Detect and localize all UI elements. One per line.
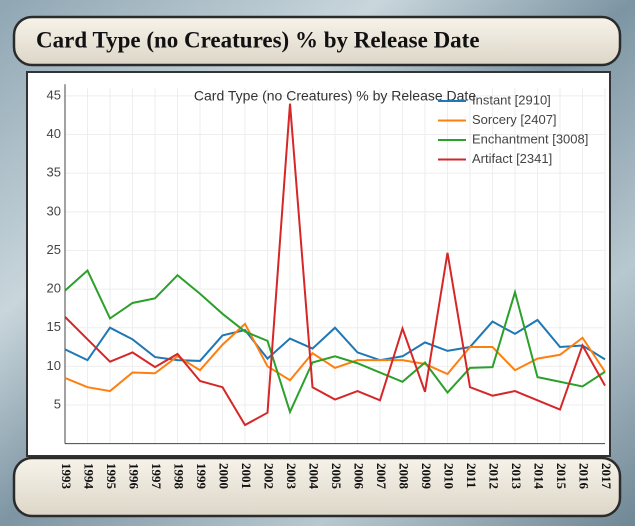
x-tick-label: 2015 bbox=[554, 463, 569, 490]
x-tick-label: 2005 bbox=[329, 463, 344, 490]
y-tick-label: 10 bbox=[47, 358, 61, 373]
legend-label: Instant [2910] bbox=[472, 92, 551, 107]
x-tick-label: 2000 bbox=[217, 463, 232, 489]
y-tick-label: 5 bbox=[54, 396, 61, 411]
x-tick-label: 2010 bbox=[442, 463, 457, 489]
x-tick-label: 2014 bbox=[532, 463, 547, 490]
x-tick-label: 2003 bbox=[284, 463, 299, 490]
x-tick-label: 2009 bbox=[419, 463, 434, 490]
y-tick-label: 35 bbox=[47, 165, 61, 180]
series-line bbox=[64, 318, 606, 362]
series-line bbox=[64, 322, 606, 393]
legend-label: Sorcery [2407] bbox=[472, 112, 557, 127]
x-tick-label: 2002 bbox=[262, 463, 277, 489]
legend-label: Enchantment [3008] bbox=[472, 131, 588, 146]
x-tick-label: 1994 bbox=[82, 463, 97, 490]
x-tick-label: 1996 bbox=[127, 463, 142, 490]
x-tick-label: 2017 bbox=[599, 463, 614, 490]
chart-title: Card Type (no Creatures) % by Release Da… bbox=[194, 88, 476, 104]
x-tick-label: 2008 bbox=[397, 463, 412, 490]
x-tick-label: 2006 bbox=[352, 463, 367, 490]
x-tick-label: 2007 bbox=[374, 463, 389, 490]
series-line bbox=[64, 268, 606, 415]
x-tick-label: 2011 bbox=[464, 463, 479, 488]
x-tick-label: 2001 bbox=[239, 463, 254, 489]
x-tick-label: 2016 bbox=[577, 463, 592, 490]
y-tick-label: 45 bbox=[47, 87, 61, 102]
x-tick-label: 1998 bbox=[172, 463, 187, 490]
x-tick-label: 1997 bbox=[149, 463, 164, 490]
x-tick-label: 2004 bbox=[307, 463, 322, 490]
title-banner bbox=[12, 15, 622, 67]
x-tick-label: 2012 bbox=[487, 463, 502, 489]
x-tick-label: 1993 bbox=[59, 463, 74, 490]
frame-title: Card Type (no Creatures) % by Release Da… bbox=[36, 27, 480, 52]
y-tick-label: 20 bbox=[47, 281, 61, 296]
chart-panel bbox=[26, 71, 611, 457]
series-line bbox=[64, 103, 606, 427]
x-tick-label: 2013 bbox=[509, 463, 524, 490]
x-tick-label: 1995 bbox=[104, 463, 119, 490]
x-tick-label: 1999 bbox=[194, 463, 209, 490]
y-tick-label: 40 bbox=[47, 126, 61, 141]
y-tick-label: 30 bbox=[47, 203, 61, 218]
y-tick-label: 25 bbox=[47, 242, 61, 257]
legend-label: Artifact [2341] bbox=[472, 151, 552, 166]
y-tick-label: 15 bbox=[47, 319, 61, 334]
date-banner bbox=[12, 456, 622, 518]
